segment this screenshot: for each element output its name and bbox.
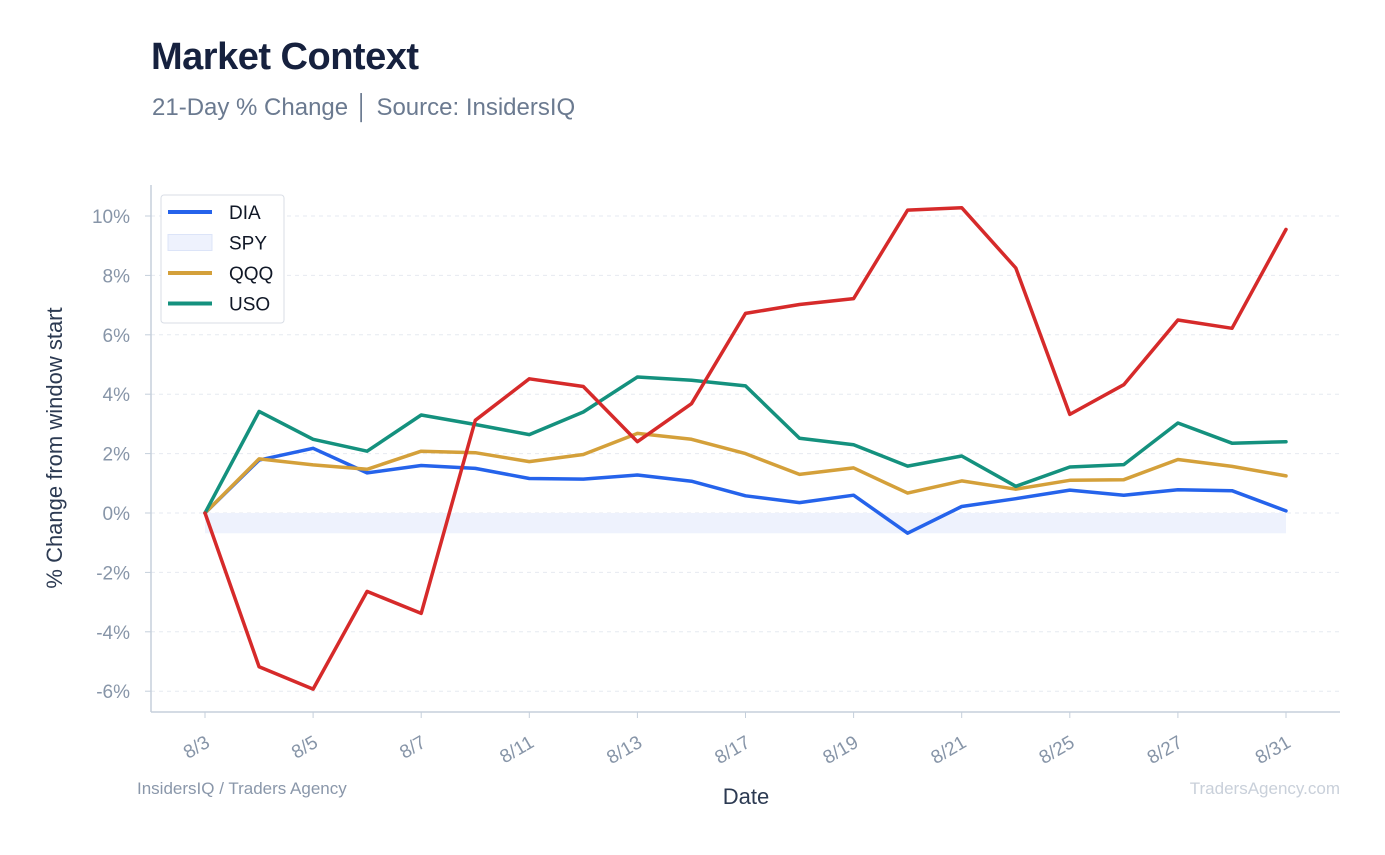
legend-label: DIA bbox=[229, 203, 261, 224]
y-tick-label: 0% bbox=[103, 504, 131, 525]
y-tick-labels: -6% -4% -2% 0% 2% 4% 6% 8% 10% bbox=[92, 207, 151, 703]
x-tick-label: 8/7 bbox=[396, 732, 429, 763]
x-axis-title: Date bbox=[723, 784, 769, 809]
x-tick-labels: 8/3 8/5 8/7 8/11 8/13 8/17 8/19 8/21 8/25 8/27 8/3… bbox=[180, 712, 1295, 769]
footer-site[interactable]: TradersAgency.com bbox=[1189, 779, 1340, 798]
x-tick-label: 8/21 bbox=[928, 732, 971, 769]
legend-swatch bbox=[167, 234, 213, 251]
y-tick-label: -4% bbox=[96, 623, 130, 644]
y-tick-label: 6% bbox=[103, 326, 131, 347]
y-tick-label: 10% bbox=[92, 207, 130, 228]
y-tick-label: 2% bbox=[103, 445, 131, 466]
legend-label: SPY bbox=[229, 234, 267, 255]
series-lines bbox=[203, 205, 1288, 691]
x-tick-label: 8/19 bbox=[820, 732, 863, 769]
y-tick-label: -6% bbox=[96, 682, 130, 703]
series-line-unlabeled bbox=[203, 205, 1288, 691]
series-line-uso bbox=[203, 375, 1288, 515]
x-tick-label: 8/31 bbox=[1252, 732, 1295, 769]
y-tick-label: 8% bbox=[103, 266, 131, 287]
y-axis-title: % Change from window start bbox=[42, 307, 67, 588]
x-tick-label: 8/27 bbox=[1144, 732, 1187, 769]
legend[interactable]: DIA SPY QQQ USO bbox=[160, 194, 285, 324]
legend-box bbox=[160, 194, 285, 324]
footer-credit: InsidersIQ / Traders Agency bbox=[137, 779, 347, 798]
legend-label: QQQ bbox=[229, 264, 273, 285]
x-tick-label: 8/11 bbox=[496, 732, 537, 768]
spy-band bbox=[205, 513, 1286, 534]
series-line-dia bbox=[203, 446, 1288, 535]
chart-title: Market Context bbox=[151, 36, 419, 78]
x-tick-label: 8/17 bbox=[711, 732, 754, 769]
series-line-qqq bbox=[203, 431, 1288, 515]
series-band-spy bbox=[205, 513, 1286, 534]
y-tick-label: 4% bbox=[103, 385, 131, 406]
y-tick-label: -2% bbox=[96, 563, 130, 584]
x-tick-label: 8/25 bbox=[1036, 732, 1079, 769]
axes bbox=[150, 185, 1340, 713]
x-tick-label: 8/5 bbox=[288, 732, 321, 763]
legend-label: USO bbox=[229, 295, 270, 316]
chart-subtitle: 21-Day % Change │ Source: InsidersIQ bbox=[152, 94, 576, 121]
x-tick-label: 8/3 bbox=[180, 732, 213, 763]
x-tick-label: 8/13 bbox=[603, 732, 646, 769]
